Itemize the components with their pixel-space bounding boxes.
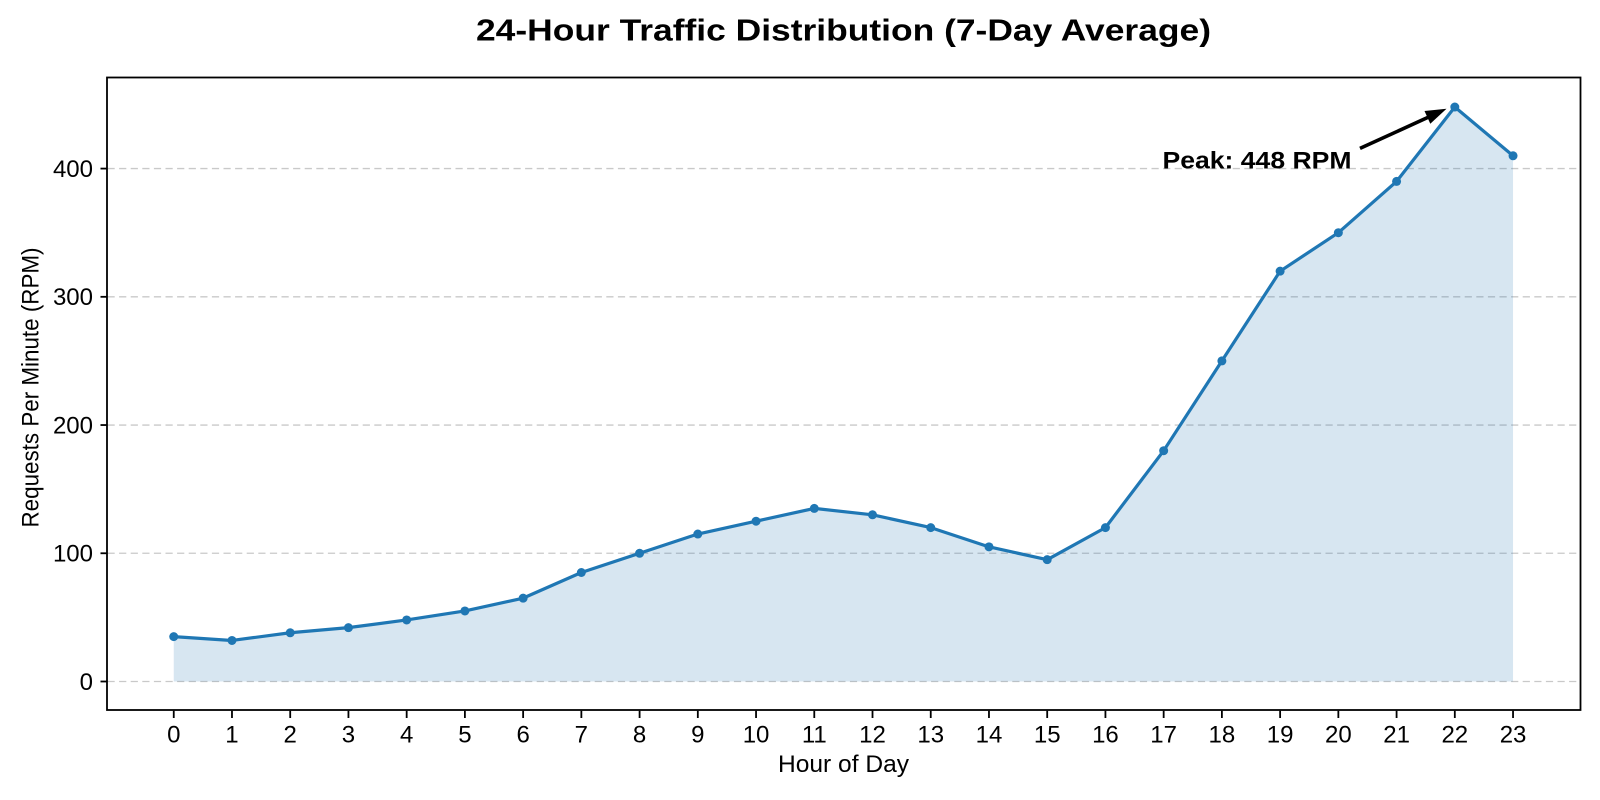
svg-text:8: 8 bbox=[633, 721, 646, 748]
svg-text:20: 20 bbox=[1325, 721, 1352, 748]
svg-text:0: 0 bbox=[80, 669, 93, 696]
svg-text:12: 12 bbox=[859, 721, 886, 748]
svg-text:9: 9 bbox=[691, 721, 704, 748]
svg-text:200: 200 bbox=[53, 412, 93, 439]
svg-text:17: 17 bbox=[1150, 721, 1177, 748]
svg-text:11: 11 bbox=[802, 721, 827, 748]
svg-text:24-Hour Traffic Distribution (: 24-Hour Traffic Distribution (7-Day Aver… bbox=[476, 13, 1211, 48]
svg-text:6: 6 bbox=[516, 721, 529, 748]
svg-text:4: 4 bbox=[400, 721, 413, 748]
svg-text:15: 15 bbox=[1034, 721, 1061, 748]
svg-text:1: 1 bbox=[225, 721, 238, 748]
svg-text:22: 22 bbox=[1441, 721, 1468, 748]
svg-text:7: 7 bbox=[575, 721, 588, 748]
svg-text:0: 0 bbox=[167, 721, 180, 748]
svg-text:Peak: 448 RPM: Peak: 448 RPM bbox=[1163, 148, 1352, 175]
svg-text:Requests Per Minute (RPM): Requests Per Minute (RPM) bbox=[18, 248, 45, 528]
svg-text:13: 13 bbox=[917, 721, 944, 748]
svg-text:3: 3 bbox=[342, 721, 355, 748]
svg-text:Hour of Day: Hour of Day bbox=[778, 751, 910, 778]
svg-text:23: 23 bbox=[1500, 721, 1527, 748]
svg-text:300: 300 bbox=[53, 284, 93, 311]
svg-text:10: 10 bbox=[743, 721, 770, 748]
svg-text:400: 400 bbox=[53, 156, 93, 183]
svg-text:18: 18 bbox=[1209, 721, 1236, 748]
svg-text:21: 21 bbox=[1383, 721, 1410, 748]
svg-text:19: 19 bbox=[1267, 721, 1294, 748]
svg-text:14: 14 bbox=[976, 721, 1003, 748]
svg-text:100: 100 bbox=[53, 541, 93, 568]
svg-text:2: 2 bbox=[284, 721, 297, 748]
svg-text:5: 5 bbox=[458, 721, 471, 748]
svg-text:16: 16 bbox=[1092, 721, 1119, 748]
